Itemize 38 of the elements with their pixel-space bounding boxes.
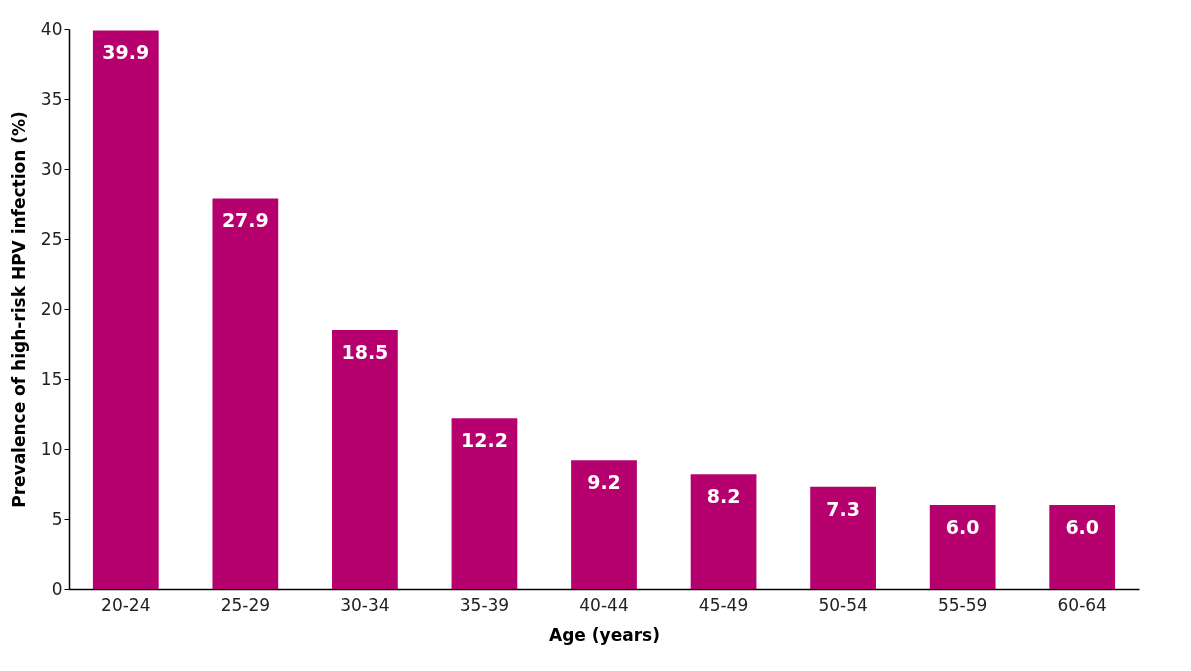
- data-label: 27.9: [221, 209, 269, 232]
- bar: [212, 198, 279, 589]
- data-label: 6.0: [1065, 516, 1100, 538]
- x-tick-label: 30-34: [340, 594, 390, 615]
- y-tick-label: 20: [40, 298, 63, 319]
- y-tick-label: 35: [40, 88, 63, 109]
- y-tick-label: 25: [40, 228, 63, 249]
- x-tick-label: 55-59: [937, 594, 988, 615]
- x-tick-label: 20-24: [101, 594, 151, 615]
- data-label: 8.2: [706, 485, 741, 508]
- bar: [690, 474, 757, 589]
- x-tick-label: 50-54: [818, 594, 868, 615]
- y-tick-label: 40: [40, 18, 63, 39]
- y-tick-label: 0: [51, 578, 63, 599]
- data-label: 12.2: [461, 429, 508, 452]
- x-tick-label: 35-39: [459, 594, 510, 615]
- bar: [332, 330, 398, 589]
- bar: [451, 418, 518, 589]
- bar: [929, 505, 996, 589]
- data-label: 39.9: [102, 41, 150, 64]
- y-tick-label: 30: [40, 158, 63, 179]
- y-tick-label: 5: [51, 508, 63, 529]
- y-tick-label: 10: [40, 438, 63, 459]
- y-axis-title: Prevalence of high-risk HPV infection (%): [8, 111, 29, 508]
- x-axis-title: Age (years): [549, 624, 660, 645]
- data-label: 9.2: [587, 471, 621, 494]
- bar: [571, 460, 637, 589]
- x-tick-label: 25-29: [220, 594, 271, 615]
- y-tick-label: 15: [40, 368, 63, 389]
- bar: [92, 30, 159, 589]
- data-label: 18.5: [341, 341, 389, 363]
- data-label: 6.0: [945, 516, 980, 538]
- x-tick-label: 45-49: [698, 594, 749, 615]
- data-label: 7.3: [826, 497, 860, 520]
- x-tick-label: 40-44: [579, 594, 629, 615]
- bar: [810, 486, 876, 589]
- bar: [1049, 505, 1116, 589]
- x-tick-label: 60-64: [1057, 594, 1107, 615]
